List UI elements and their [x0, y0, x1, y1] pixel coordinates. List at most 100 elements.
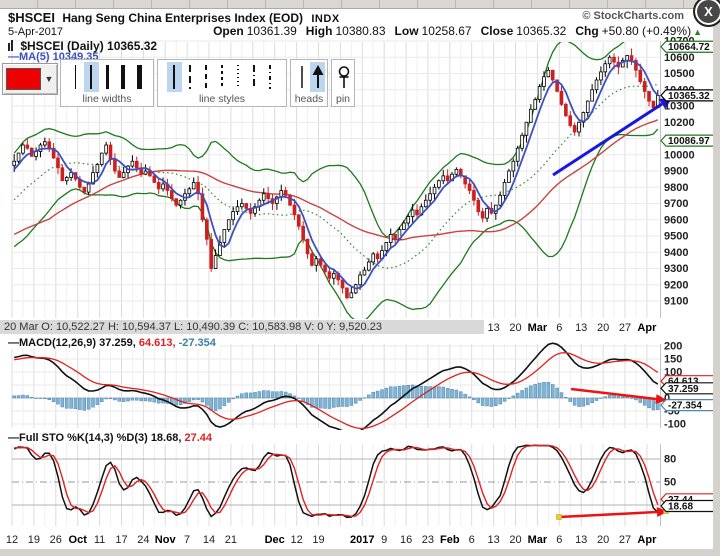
price-panel [12, 42, 660, 319]
annotation-handle [556, 514, 562, 520]
svg-text:9800: 9800 [664, 182, 688, 194]
svg-text:9100: 9100 [664, 296, 688, 308]
macd-legend-part: 64.613, [135, 337, 176, 349]
svg-text:9300: 9300 [664, 263, 688, 275]
svg-text:20: 20 [597, 322, 609, 334]
svg-text:17: 17 [115, 534, 127, 546]
close-icon: X [704, 4, 713, 19]
svg-text:13: 13 [487, 534, 499, 546]
macd-signal-line [14, 352, 659, 430]
line-width-item-1[interactable] [68, 62, 83, 92]
svg-text:6: 6 [469, 534, 475, 546]
macd-legend-part: —MACD(12,26,9) 37.259, [8, 337, 136, 349]
line-style-item-4[interactable] [231, 62, 246, 92]
close-button[interactable]: X [693, 0, 720, 27]
svg-text:10664.72: 10664.72 [668, 42, 710, 53]
pin-icon[interactable] [336, 62, 351, 92]
svg-text:Apr: Apr [637, 534, 657, 546]
quote-label: Close [480, 24, 514, 38]
svg-text:200: 200 [664, 341, 682, 353]
line-style-item-2[interactable] [199, 62, 214, 92]
chart-type-icon [8, 40, 14, 54]
svg-text:Mar: Mar [528, 322, 548, 334]
svg-text:20: 20 [597, 534, 609, 546]
price-legend-text: $HSCEI (Daily) 10365.32 [20, 39, 158, 53]
line-width-item-5[interactable] [132, 62, 147, 92]
svg-text:23: 23 [422, 534, 434, 546]
svg-text:6: 6 [556, 534, 562, 546]
line-width-item-4[interactable] [116, 62, 131, 92]
svg-text:21: 21 [225, 534, 237, 546]
axis-badge: 18.68 [660, 499, 718, 513]
svg-text:13: 13 [487, 322, 499, 334]
line-width-item-3[interactable] [100, 62, 115, 92]
head-item-arrow[interactable] [309, 62, 325, 92]
pin-label: pin [335, 93, 350, 105]
svg-text:9200: 9200 [664, 279, 688, 291]
dropdown-caret[interactable]: ▼ [44, 74, 54, 84]
line-style-item-3[interactable] [215, 62, 230, 92]
svg-text:80: 80 [664, 454, 676, 466]
color-swatch[interactable] [6, 68, 41, 90]
candlestick-series [12, 48, 660, 300]
color-picker[interactable]: ▼ [2, 63, 58, 95]
line-style-item-1[interactable] [183, 62, 198, 92]
sto-annotation[interactable] [556, 507, 669, 520]
window-edge-bottom [0, 549, 713, 556]
axis-badge: 10664.72 [660, 40, 718, 53]
svg-text:7: 7 [184, 534, 190, 546]
y-axis-labels: 1070010600105001040010300102001010010000… [664, 36, 695, 512]
svg-text:0: 0 [664, 393, 670, 405]
svg-text:Oct: Oct [69, 534, 88, 546]
svg-text:24: 24 [137, 534, 149, 546]
svg-text:26: 26 [50, 534, 62, 546]
line-style-item-5[interactable] [247, 62, 262, 92]
line-style-item-6[interactable] [263, 62, 278, 92]
head-item-line[interactable] [294, 62, 309, 92]
macd-histogram [12, 382, 660, 411]
price-legend: $HSCEI (Daily) 10365.32 [8, 39, 157, 54]
line-widths-label: line widths [82, 93, 132, 105]
quote-value: 10365.32 [516, 24, 567, 38]
sto-legend-part: —Full STO %K(14,3) %D(3) 18.68, [8, 432, 182, 444]
trendline-annotation[interactable] [552, 96, 673, 177]
line-widths-panel: line widths [60, 59, 154, 107]
svg-text:18.68: 18.68 [668, 502, 693, 513]
svg-text:Mar: Mar [528, 534, 548, 546]
svg-text:9700: 9700 [664, 198, 688, 210]
svg-text:9900: 9900 [664, 166, 688, 178]
macd-annotation[interactable] [570, 387, 667, 404]
svg-text:150: 150 [664, 354, 682, 366]
svg-text:50: 50 [664, 477, 676, 489]
axis-badge: 10365.32 [660, 89, 718, 102]
svg-text:9500: 9500 [664, 231, 688, 243]
stochastic-panel [13, 444, 659, 519]
macd-line [14, 342, 659, 430]
svg-text:Dec: Dec [265, 534, 285, 546]
line-style-item-0[interactable] [166, 62, 182, 92]
exchange: INDX [311, 13, 340, 25]
svg-text:27: 27 [619, 322, 631, 334]
svg-text:11: 11 [94, 534, 105, 546]
quote-label: Open [213, 24, 244, 38]
chart-date: 5-Apr-2017 [8, 26, 64, 38]
svg-text:10086.97: 10086.97 [668, 136, 710, 147]
ohlc-quote: Open 10361.39 High 10380.83 Low 10258.67 Close… [204, 24, 702, 38]
gridlines [11, 40, 661, 526]
svg-text:10600: 10600 [664, 52, 695, 64]
brand-credit: © StockCharts.com [582, 10, 684, 22]
sto-d-line [14, 444, 659, 518]
line-styles-label: line styles [198, 93, 246, 105]
axis-badge: 10086.97 [660, 134, 718, 147]
line-width-item-2[interactable] [83, 62, 99, 92]
svg-text:2017: 2017 [350, 534, 374, 546]
chart-header: $HSCEI Hang Seng China Enterprises Index… [8, 10, 708, 25]
up-arrow-icon: ▲ [693, 27, 702, 37]
svg-text:27: 27 [619, 534, 631, 546]
svg-text:Feb: Feb [440, 534, 460, 546]
sto-legend: —Full STO %K(14,3) %D(3) 18.68, 27.44 [8, 432, 212, 444]
svg-text:12: 12 [290, 534, 302, 546]
svg-text:12: 12 [6, 534, 18, 546]
